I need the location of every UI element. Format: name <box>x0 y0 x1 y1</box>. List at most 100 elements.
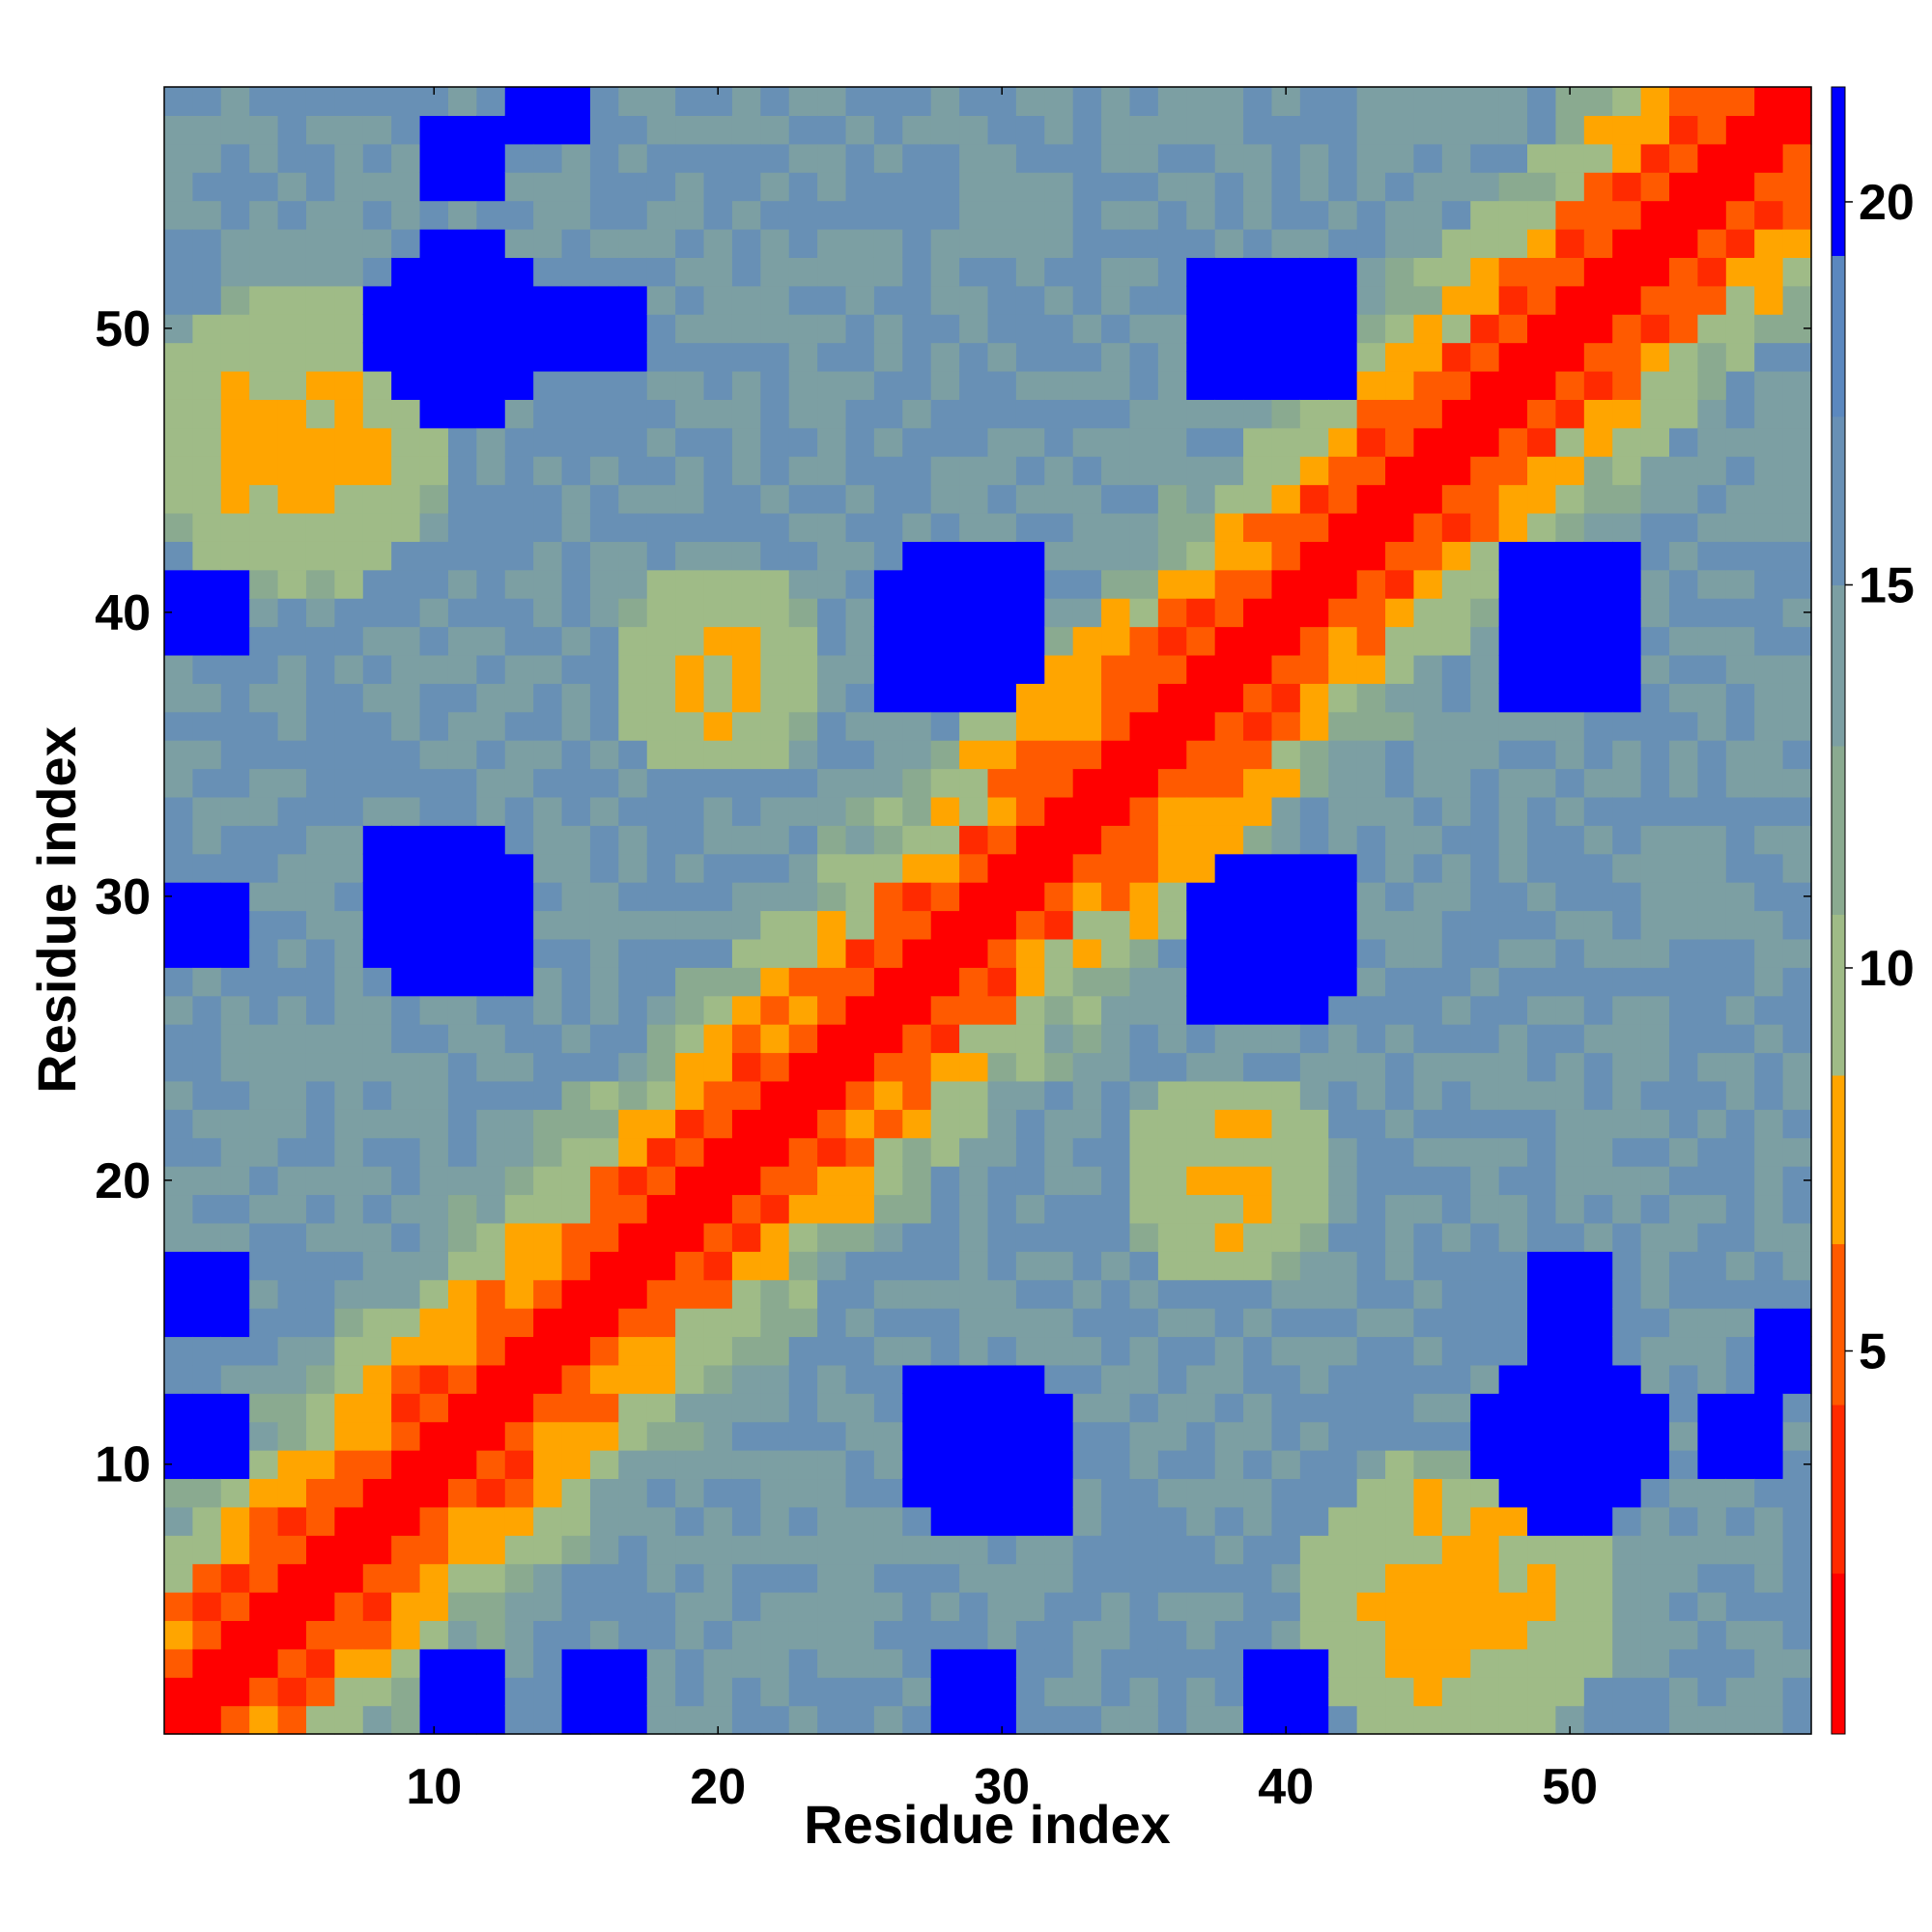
heatmap-cell <box>504 1251 534 1281</box>
heatmap-cell <box>334 370 364 400</box>
heatmap-cell <box>1328 172 1358 202</box>
heatmap-cell <box>220 399 250 429</box>
heatmap-cell <box>1555 683 1585 713</box>
heatmap-cell <box>1470 598 1500 628</box>
heatmap-cell <box>1413 1222 1443 1252</box>
heatmap-cell <box>1725 1052 1755 1082</box>
heatmap-cell <box>476 456 506 486</box>
heatmap-cell <box>362 995 392 1025</box>
heatmap-cell <box>1186 1506 1216 1536</box>
heatmap-cell <box>447 1194 477 1224</box>
heatmap-cell <box>1413 995 1443 1025</box>
heatmap-cell <box>1385 87 1415 116</box>
heatmap-cell <box>164 1194 193 1224</box>
heatmap-cell <box>1243 1308 1273 1338</box>
heatmap-cell <box>164 399 193 429</box>
heatmap-cell <box>1243 370 1273 400</box>
heatmap-cell <box>447 342 477 372</box>
heatmap-cell <box>1697 115 1727 145</box>
heatmap-cell <box>788 314 818 344</box>
heatmap-cell <box>391 484 421 514</box>
heatmap-cell <box>164 427 193 457</box>
heatmap-cell <box>1583 314 1613 344</box>
heatmap-cell <box>703 569 733 599</box>
heatmap-cell <box>1356 825 1386 855</box>
heatmap-cell <box>1640 853 1670 883</box>
heatmap-cell <box>334 456 364 486</box>
heatmap-cell <box>1470 938 1500 968</box>
heatmap-cell <box>504 257 534 287</box>
heatmap-cell <box>987 768 1017 798</box>
heatmap-cell <box>277 1677 307 1707</box>
heatmap-cell <box>1271 541 1301 571</box>
heatmap-cell <box>419 115 449 145</box>
heatmap-cell <box>419 740 449 770</box>
heatmap-cell <box>1441 768 1471 798</box>
heatmap-cell <box>1697 172 1727 202</box>
heatmap-cell <box>1072 143 1102 173</box>
heatmap-cell <box>1697 768 1727 798</box>
heatmap-cell <box>731 1506 761 1536</box>
heatmap-cell <box>1612 1705 1642 1735</box>
heatmap-cell <box>334 541 364 571</box>
heatmap-cell <box>1669 1705 1699 1735</box>
heatmap-cell <box>589 200 619 230</box>
heatmap-cell <box>1356 1251 1386 1281</box>
heatmap-cell <box>1157 1506 1187 1536</box>
heatmap-cell <box>334 1251 364 1281</box>
heatmap-cell <box>1328 1563 1358 1593</box>
heatmap-cell <box>1186 1336 1216 1366</box>
heatmap-cell <box>249 1222 279 1252</box>
heatmap-cell <box>1555 1620 1585 1650</box>
heatmap-cell <box>1527 910 1557 940</box>
heatmap-cell <box>391 512 421 542</box>
heatmap-cell <box>1612 1364 1642 1394</box>
heatmap-cell <box>589 484 619 514</box>
heatmap-cell <box>192 1421 222 1451</box>
heatmap-cell <box>959 1478 989 1508</box>
heatmap-cell <box>391 853 421 883</box>
heatmap-cell <box>164 711 193 741</box>
heatmap-cell <box>1157 938 1187 968</box>
heatmap-cell <box>1754 796 1784 826</box>
heatmap-cell <box>1470 1648 1500 1678</box>
heatmap-cell <box>845 1194 875 1224</box>
heatmap-cell <box>731 143 761 173</box>
heatmap-cell <box>845 853 875 883</box>
heatmap-cell <box>277 427 307 457</box>
heatmap-cell <box>1669 1364 1699 1394</box>
heatmap-cell <box>192 1677 222 1707</box>
heatmap-cell <box>561 1620 591 1650</box>
heatmap-cell <box>1640 995 1670 1025</box>
heatmap-cell <box>987 796 1017 826</box>
heatmap-cell <box>334 1393 364 1423</box>
heatmap-cell <box>760 370 790 400</box>
heatmap-cell <box>533 1222 563 1252</box>
heatmap-cell <box>1271 1024 1301 1054</box>
heatmap-cell <box>1470 825 1500 855</box>
heatmap-cell <box>334 995 364 1025</box>
heatmap-cell <box>1157 910 1187 940</box>
heatmap-cell <box>1697 995 1727 1025</box>
heatmap-cell <box>192 200 222 230</box>
heatmap-cell <box>249 938 279 968</box>
heatmap-cell <box>731 456 761 486</box>
heatmap-cell <box>873 484 903 514</box>
heatmap-cell <box>1044 1563 1074 1593</box>
heatmap-cell <box>873 654 903 684</box>
heatmap-cell <box>1612 285 1642 315</box>
heatmap-cell <box>1441 115 1471 145</box>
heatmap-cell <box>1669 796 1699 826</box>
heatmap-cell <box>873 796 903 826</box>
heatmap-cell <box>1214 1080 1244 1110</box>
heatmap-cell <box>1470 1535 1500 1565</box>
heatmap-cell <box>589 1336 619 1366</box>
heatmap-cell <box>447 1648 477 1678</box>
heatmap-cell <box>504 626 534 656</box>
heatmap-cell <box>1129 143 1159 173</box>
heatmap-cell <box>930 1251 960 1281</box>
heatmap-cell <box>845 711 875 741</box>
heatmap-cell <box>220 87 250 116</box>
heatmap-cell <box>533 257 563 287</box>
heatmap-cell <box>561 1592 591 1622</box>
